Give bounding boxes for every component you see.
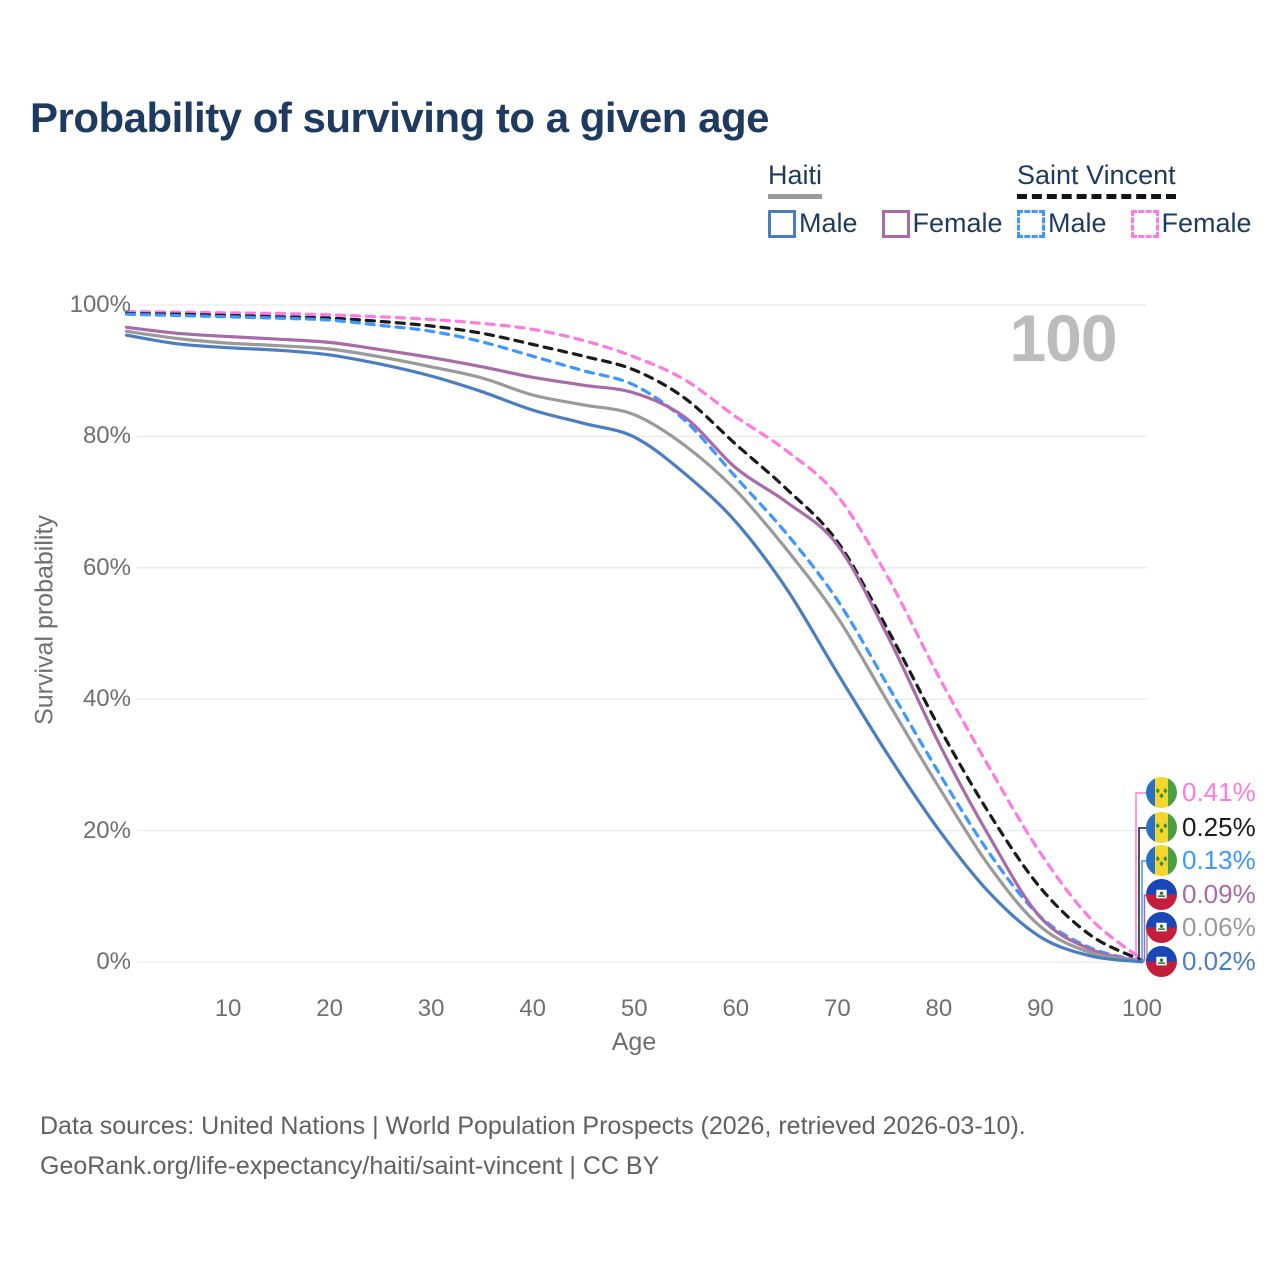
x-tick-label-60: 60 (722, 995, 750, 1022)
page-title: Probability of surviving to a given age (30, 94, 769, 141)
legend-item-haiti-male[interactable]: Male (768, 208, 858, 239)
end-label-value: 0.13% (1182, 845, 1256, 875)
end-label-haiti-both: 0.06% (1146, 912, 1256, 943)
saint-vincent-flag-icon (1146, 812, 1177, 843)
x-tick-label-50: 50 (620, 995, 648, 1022)
legend-item-label: Male (799, 208, 858, 238)
age-watermark: 100 (1009, 301, 1117, 375)
x-tick-label-10: 10 (214, 995, 242, 1022)
legend-items: Male Female (768, 208, 1003, 239)
haiti-flag-icon (1146, 946, 1177, 977)
legend-swatch-icon (881, 209, 910, 238)
legend-swatch-icon (1017, 209, 1045, 238)
saint-vincent-flag-icon-wrap (1146, 777, 1177, 808)
end-label-saint-vincent-female: 0.41% (1146, 777, 1256, 808)
footer-attribution-line: GeoRank.org/life-expectancy/haiti/saint-… (40, 1152, 660, 1180)
legend-group-haiti: Haiti Male Female (768, 160, 1003, 239)
y-tick-label-0%: 0% (96, 948, 131, 975)
end-label-haiti-male: 0.02% (1146, 946, 1256, 977)
legend-group-saint-vincent: Saint Vincent Male Female (1017, 160, 1252, 239)
end-label-connector-saint-vincent-both (1138, 827, 1146, 961)
y-axis-title: Survival probability (30, 515, 59, 725)
y-tick-label-40%: 40% (82, 685, 131, 713)
legend-swatch-icon (768, 209, 796, 238)
end-label-value: 0.02% (1182, 946, 1256, 976)
haiti-flag-icon (1146, 879, 1177, 910)
legend-item-label: Female (1161, 208, 1252, 238)
saint-vincent-flag-icon (1146, 777, 1177, 808)
legend-item-saint-vincent-male[interactable]: Male (1017, 208, 1107, 239)
legend-item-saint-vincent-female[interactable]: Female (1130, 208, 1252, 239)
saint-vincent-flag-icon-wrap (1146, 812, 1177, 843)
end-label-value: 0.41% (1182, 777, 1256, 807)
end-label-connector-saint-vincent-male (1141, 860, 1146, 962)
y-tick-label-20%: 20% (82, 816, 131, 844)
legend-items: Male Female (1017, 208, 1252, 239)
legend-item-haiti-female[interactable]: Female (881, 208, 1003, 239)
legend-item-label: Male (1048, 208, 1107, 238)
series-line-haiti-male (124, 333, 1144, 964)
series-line-haiti-both (124, 329, 1144, 964)
x-tick-label-20: 20 (316, 995, 343, 1022)
haiti-flag-icon (1146, 912, 1177, 943)
saint-vincent-flag-icon-wrap (1146, 845, 1177, 876)
legend-item-label: Female (912, 208, 1003, 238)
saint-vincent-flag-icon (1146, 845, 1177, 876)
x-axis-title: Age (611, 1028, 657, 1056)
footer-sources-line: Data sources: United Nations | World Pop… (40, 1112, 1026, 1140)
series-line-saint-vincent-female (124, 310, 1144, 961)
y-tick-label-80%: 80% (82, 422, 131, 450)
x-tick-label-100: 100 (1121, 995, 1163, 1022)
y-tick-label-60%: 60% (82, 553, 131, 581)
end-label-saint-vincent-both: 0.25% (1146, 812, 1256, 843)
end-label-haiti-female: 0.09% (1146, 879, 1256, 910)
x-tick-label-80: 80 (925, 995, 953, 1022)
footer: Data sources: United Nations | World Pop… (40, 1106, 1026, 1186)
end-label-connector-saint-vincent-female (1135, 792, 1146, 960)
end-label-connector-haiti-female (1143, 894, 1146, 962)
haiti-flag-icon-wrap (1146, 912, 1177, 943)
x-tick-label-70: 70 (823, 995, 851, 1022)
end-label-saint-vincent-male: 0.13% (1146, 845, 1256, 876)
end-label-value: 0.25% (1182, 812, 1256, 842)
haiti-flag-icon-wrap (1146, 879, 1177, 910)
x-tick-label-90: 90 (1027, 995, 1054, 1022)
x-tick-label-30: 30 (417, 995, 445, 1022)
y-tick-label-100%: 100% (69, 291, 131, 318)
series-line-haiti-female (124, 325, 1144, 963)
haiti-flag-icon-wrap (1146, 946, 1177, 977)
legend-group-title: Haiti (768, 160, 823, 199)
legend-group-title: Saint Vincent (1017, 160, 1176, 199)
series-line-saint-vincent-both (124, 311, 1144, 962)
end-label-value: 0.06% (1182, 912, 1256, 942)
end-label-value: 0.09% (1182, 879, 1256, 909)
x-tick-label-40: 40 (519, 995, 547, 1022)
legend-swatch-icon (1130, 209, 1159, 238)
